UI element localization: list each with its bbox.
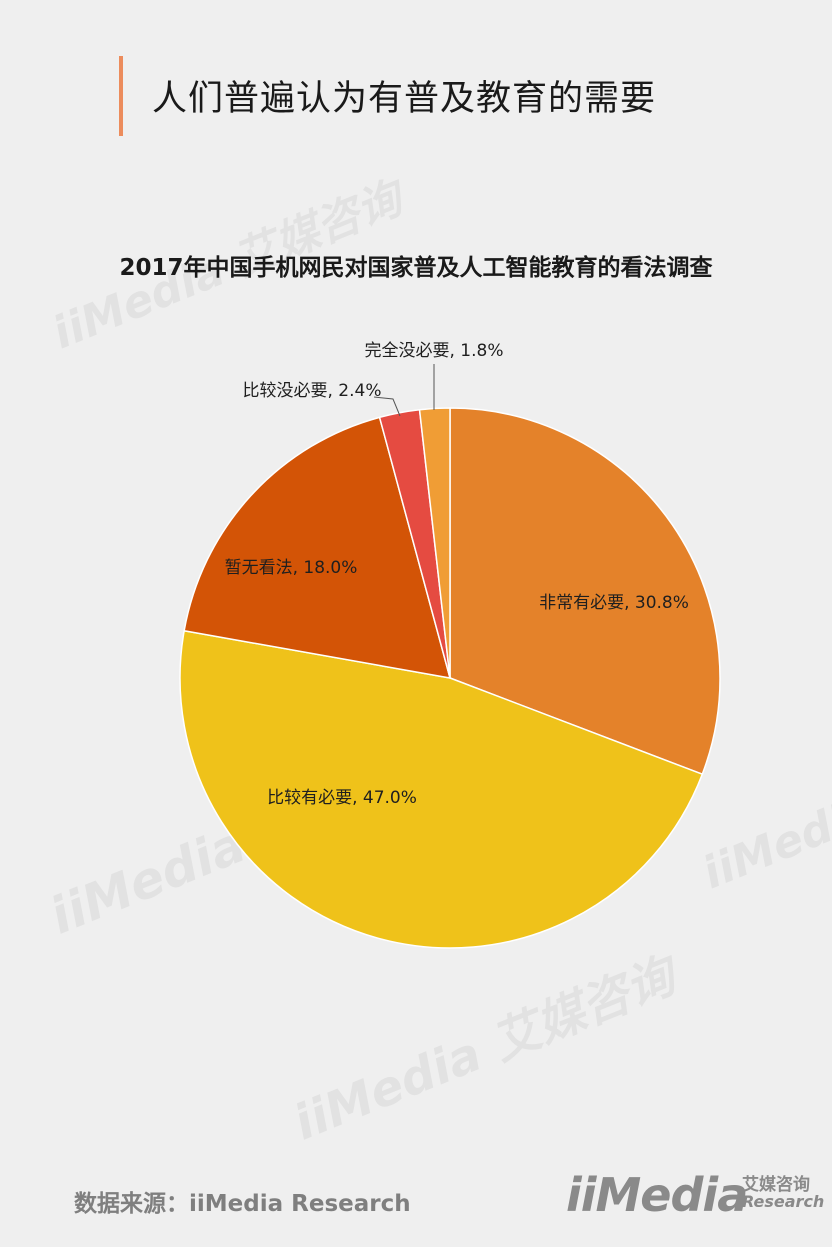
- leader-line: [373, 396, 401, 417]
- pie-slice: [179, 629, 704, 949]
- pie-slice: [449, 407, 721, 776]
- title-accent-bar: [119, 56, 123, 136]
- pie-slice: [183, 416, 452, 679]
- logo-cn-name: 艾媒咨询: [742, 1175, 810, 1195]
- chart-title: 2017年中国手机网民对国家普及人工智能教育的看法调查: [119, 255, 713, 281]
- slice-label: 非常有必要, 30.8%: [539, 593, 689, 613]
- page-title: 人们普遍认为有普及教育的需要: [152, 79, 657, 119]
- pie-slice: [418, 407, 451, 679]
- logo-name: iiMedia: [566, 1168, 748, 1222]
- slice-label: 暂无看法, 18.0%: [225, 558, 358, 578]
- logo-sub-name: Research: [742, 1192, 825, 1211]
- data-source: 数据来源：iiMedia Research: [74, 1191, 411, 1217]
- brand-logo: iiMedia 艾媒咨询 Research: [566, 1168, 824, 1228]
- slice-label: 完全没必要, 1.8%: [365, 341, 504, 361]
- slice-label: 比较没必要, 2.4%: [243, 381, 382, 401]
- slice-label: 比较有必要, 47.0%: [267, 788, 417, 808]
